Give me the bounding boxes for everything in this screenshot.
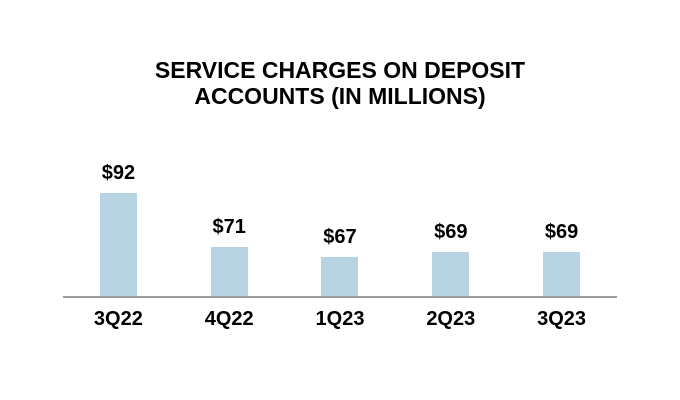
bar-3Q22 <box>99 193 137 296</box>
bar-slot-3Q22: $92 <box>63 156 174 296</box>
bar-slot-3Q23: $69 <box>506 156 617 296</box>
bar-slot-1Q23: $67 <box>285 156 396 296</box>
bar-value-label-4Q22: $71 <box>212 216 246 238</box>
bar-value-label-3Q23: $69 <box>544 221 579 243</box>
bar-slot-2Q23: $69 <box>395 156 506 296</box>
bar-1Q23 <box>321 257 359 296</box>
bar-2Q23 <box>432 252 470 296</box>
chart-title-line2: ACCOUNTS (IN MILLIONS) <box>194 83 486 109</box>
x-axis-label-4Q22: 4Q22 <box>204 308 254 330</box>
bar-value-label-1Q23: $67 <box>323 226 357 248</box>
bar-3Q23 <box>543 252 581 296</box>
x-axis-label-3Q23: 3Q23 <box>537 308 587 330</box>
chart-title: SERVICE CHARGES ON DEPOSIT ACCOUNTS (IN … <box>0 57 680 109</box>
x-axis-label-3Q22: 3Q22 <box>93 308 143 330</box>
x-axis-label-2Q23: 2Q23 <box>426 308 476 330</box>
x-axis-labels: 3Q22 4Q22 1Q23 2Q23 3Q23 <box>63 307 617 331</box>
bar-slot-4Q22: $71 <box>174 156 285 296</box>
plot-area: $92 $71 $67 $69 $69 <box>63 156 617 296</box>
chart-title-line1: SERVICE CHARGES ON DEPOSIT <box>154 57 526 83</box>
bar-value-label-2Q23: $69 <box>434 221 468 243</box>
x-axis-line <box>63 296 617 298</box>
x-axis-label-1Q23: 1Q23 <box>315 308 365 330</box>
bar-4Q22 <box>210 247 248 296</box>
bar-value-label-3Q22: $92 <box>101 162 136 184</box>
